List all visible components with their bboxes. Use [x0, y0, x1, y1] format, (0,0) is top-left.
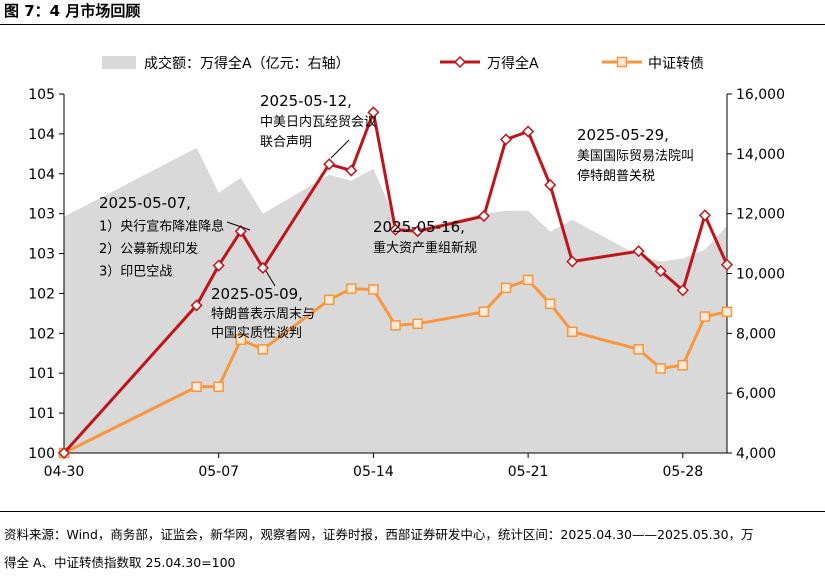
y-right-tick-label: 16,000 [736, 87, 785, 103]
y-right-tick-label: 8,000 [736, 326, 776, 342]
series-2-point [544, 298, 556, 310]
series-1-point [698, 209, 711, 222]
y-left-tick-label: 104 [28, 167, 55, 183]
annotation-line: 2025-05-16, [373, 218, 465, 236]
y-right-tick-label: 4,000 [736, 446, 776, 462]
top-rule [0, 24, 825, 25]
series-1-point [323, 158, 336, 171]
series-1-point [389, 223, 402, 236]
y-left-tick-label: 101 [28, 406, 55, 422]
series-2-point [500, 282, 512, 294]
series-2-point [235, 334, 247, 345]
annotation-line: 2）公募新规印发 [99, 241, 198, 257]
series-1-point [477, 209, 490, 223]
annotation-line: 中国实质性谈判 [211, 326, 302, 341]
x-tick-label: 05-07 [198, 464, 239, 480]
y-left-tick-label: 103 [28, 247, 55, 263]
series-2-point [522, 274, 534, 286]
series-1-point [654, 265, 667, 278]
series-1-point [522, 125, 535, 138]
series-1-point [544, 178, 557, 192]
series-2-point [412, 318, 423, 330]
annotation-line: 3）印巴空战 [99, 265, 172, 280]
series-1-point [212, 259, 225, 272]
source-note-line-2: 得全 A、中证转债指数取 25.04.30=100 [4, 555, 236, 570]
series-2-point [323, 294, 335, 306]
series-2-point [721, 306, 733, 318]
source-note-line-1: 资料来源：Wind，商务部，证监会，新华网，观察者网，证券时报，西部证券研发中心… [4, 527, 754, 542]
annotation-line: 2025-05-07, [99, 194, 191, 212]
annotation-line: 联合声明 [260, 135, 312, 150]
legend: 成交额：万得全A（亿元：右轴） 万得全A 中证转债 [102, 55, 704, 72]
series-2-point [346, 283, 357, 294]
volume-area [64, 147, 727, 453]
chart: 100 101 101 102 102 103 103 104 104 105 4,000 6,000… [28, 55, 785, 480]
annotation-line: 2025-05-12, [260, 92, 352, 110]
series-2-point [191, 381, 202, 393]
bottom-rule [0, 511, 825, 512]
series-2-point [478, 306, 490, 318]
annotation-line: 停特朗普关税 [577, 168, 655, 184]
figure-title: 图 7：4 月市场回顾 [4, 2, 141, 20]
series-layer [57, 106, 734, 460]
series-2-point [257, 344, 269, 355]
y-right-tick-label: 6,000 [736, 386, 776, 402]
y-left-tick-label: 103 [28, 207, 55, 223]
x-tick-label: 04-30 [44, 464, 85, 480]
legend-marker-cb [616, 56, 628, 68]
annotation-line: 中美日内瓦经贸会议 [260, 114, 377, 130]
annotation-leader [265, 270, 276, 287]
y-left-tick-label: 102 [28, 326, 55, 342]
annotation-leader [330, 139, 350, 159]
series-1-point [499, 133, 513, 146]
y-right-tick-label: 12,000 [736, 207, 785, 223]
legend-label-volume: 成交额：万得全A（亿元：右轴） [144, 55, 350, 72]
series-1-point [566, 255, 579, 268]
series-2-point [655, 363, 666, 374]
series-2-point [567, 326, 578, 337]
series-1-point [256, 261, 269, 274]
x-tick-label: 05-14 [353, 464, 394, 480]
y-right-tick-label: 14,000 [736, 147, 785, 163]
annotations-layer: 2025-05-07, 1）央行宣布降准降息 2）公募新规印发 3）印巴空战 2025-… [99, 92, 694, 341]
x-tick-label: 05-28 [662, 464, 703, 480]
series-line-1 [62, 110, 729, 455]
series-2-point [633, 344, 644, 355]
series-2-point [213, 381, 224, 393]
legend-label-wind: 万得全A [487, 55, 539, 72]
y-left-tick-label: 102 [28, 286, 55, 302]
series-1-point [57, 446, 71, 460]
legend-label-cb: 中证转债 [648, 56, 704, 72]
annotation-line: 2025-05-09, [211, 285, 303, 303]
series-2-point [390, 320, 401, 331]
legend-swatch-volume [102, 56, 136, 69]
annotation-line: 2025-05-29, [577, 126, 669, 144]
y-left-tick-label: 105 [28, 87, 55, 103]
y-right-tick-label: 10,000 [736, 267, 785, 283]
x-tick-label: 05-21 [508, 464, 549, 480]
series-1-point [720, 258, 734, 271]
volume-area-layer [64, 147, 727, 453]
series-1-point [345, 164, 358, 177]
legend-marker-wind [453, 55, 467, 69]
series-1-point [367, 106, 380, 119]
y-left-tick-label: 100 [28, 446, 55, 462]
annotation-line: 特朗普表示周末与 [211, 307, 315, 322]
y-left-tick-label: 104 [28, 127, 55, 143]
annotation-line: 重大资产重组新规 [373, 240, 477, 256]
axes-layer: 100 101 101 102 102 103 103 104 104 105 4,000 6,000… [28, 87, 785, 480]
series-2-point [368, 284, 379, 295]
annotation-line: 1）央行宣布降准降息 [99, 219, 224, 235]
series-1-point [234, 225, 247, 238]
series-2-point [677, 359, 689, 371]
series-1-point [632, 245, 645, 258]
series-1-point [411, 225, 424, 238]
y-left-tick-label: 101 [28, 366, 55, 382]
series-1-point [676, 284, 689, 297]
series-1-point [190, 299, 203, 312]
annotation-line: 美国国际贸易法院叫 [577, 149, 694, 164]
series-2-point [699, 311, 711, 322]
annotation-leader [226, 221, 251, 231]
